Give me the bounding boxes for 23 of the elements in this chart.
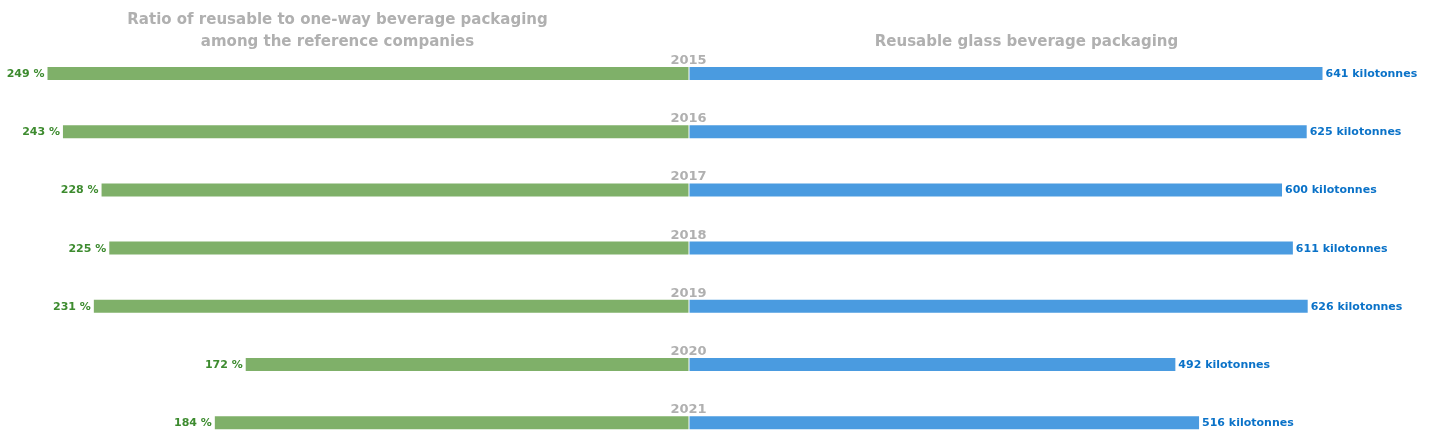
- data-label: 243 %: [22, 125, 60, 139]
- y-tick-label: 2019: [670, 284, 707, 300]
- chart-title: Ratio of reusable to one-way beverage packaging among the reference companies: [127, 9, 548, 50]
- data-label: 172 %: [204, 358, 243, 371]
- data-label: 641 kilotonnes: [1325, 67, 1418, 80]
- y-tick-label: 2020: [670, 343, 707, 358]
- data-label: 249 %: [6, 67, 45, 80]
- data-label: 184 %: [174, 416, 212, 430]
- data-label: 600 kilotonnes: [1285, 183, 1378, 197]
- y-tick-label: 2021: [670, 401, 707, 417]
- data-label: 225 %: [68, 241, 107, 255]
- data-label: 611 kilotonnes: [1295, 241, 1389, 255]
- data-label: 625 kilotonnes: [1309, 125, 1402, 139]
- chart-title: Reusable glass beverage packaging: [874, 31, 1179, 50]
- data-label: 228 %: [60, 183, 99, 197]
- data-label: 516 kilotonnes: [1202, 416, 1295, 430]
- data-label: 626 kilotonnes: [1310, 299, 1403, 313]
- y-tick-label: 2015: [670, 52, 707, 67]
- data-label: 492 kilotonnes: [1178, 358, 1271, 371]
- y-tick-label: 2018: [670, 226, 707, 242]
- y-tick-label: 2017: [670, 168, 707, 184]
- y-tick-label: 2016: [670, 110, 707, 126]
- data-label: 231 %: [53, 299, 91, 313]
